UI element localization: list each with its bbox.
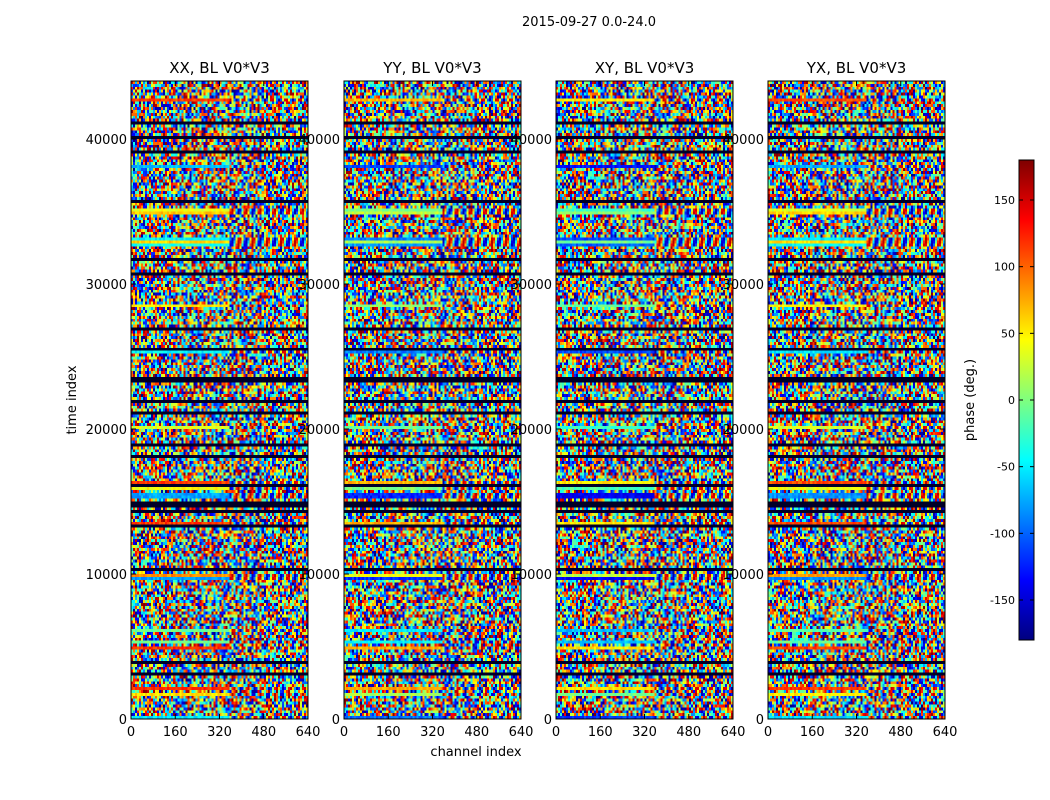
x-axis-label: channel index bbox=[430, 745, 521, 760]
y-tick-label: 10000 bbox=[86, 568, 127, 583]
y-tick-label: 20000 bbox=[511, 423, 552, 438]
y-tick-label: 10000 bbox=[299, 568, 340, 583]
heatmap-image bbox=[556, 81, 733, 719]
x-tick-label: 640 bbox=[721, 725, 746, 740]
x-tick-label: 0 bbox=[127, 725, 135, 740]
colorbar-tick-label: 0 bbox=[1008, 394, 1015, 407]
y-tick-label: 40000 bbox=[299, 133, 340, 148]
y-tick-label: 0 bbox=[756, 713, 764, 728]
heatmap-image bbox=[131, 81, 308, 719]
heatmap-image bbox=[768, 81, 945, 719]
x-tick-label: 640 bbox=[509, 725, 534, 740]
x-tick-label: 0 bbox=[764, 725, 772, 740]
y-tick-label: 30000 bbox=[86, 278, 127, 293]
x-tick-label: 640 bbox=[933, 725, 958, 740]
x-tick-label: 160 bbox=[163, 725, 188, 740]
colorbar-tick-label: 50 bbox=[1001, 327, 1015, 340]
x-tick-label: 320 bbox=[207, 725, 232, 740]
x-tick-label: 320 bbox=[844, 725, 869, 740]
panel-title: YX, BL V0*V3 bbox=[806, 59, 907, 77]
panel-title: YY, BL V0*V3 bbox=[382, 59, 481, 77]
colorbar-tick-label: 150 bbox=[994, 194, 1015, 207]
panel-title: XY, BL V0*V3 bbox=[595, 59, 695, 77]
x-tick-label: 160 bbox=[588, 725, 613, 740]
y-tick-label: 0 bbox=[332, 713, 340, 728]
heatmap-image bbox=[344, 81, 521, 719]
y-axis-label: time index bbox=[65, 365, 80, 434]
x-tick-label: 160 bbox=[800, 725, 825, 740]
y-tick-label: 0 bbox=[119, 713, 127, 728]
y-tick-label: 10000 bbox=[723, 568, 764, 583]
x-tick-label: 480 bbox=[464, 725, 489, 740]
y-tick-label: 20000 bbox=[723, 423, 764, 438]
y-tick-label: 40000 bbox=[723, 133, 764, 148]
panel-3: YX, BL V0*V3 0 160 320 480 640 0 10000 20000 3000… bbox=[723, 59, 958, 740]
x-tick-label: 480 bbox=[251, 725, 276, 740]
colorbar-label: phase (deg.) bbox=[963, 359, 978, 441]
y-tick-label: 30000 bbox=[723, 278, 764, 293]
panel-1: YY, BL V0*V3 0 160 320 480 640 0 10000 20000 3000… bbox=[299, 59, 534, 740]
colorbar-tick-label: -150 bbox=[990, 594, 1015, 607]
x-tick-label: 160 bbox=[376, 725, 401, 740]
panel-title: XX, BL V0*V3 bbox=[169, 59, 270, 77]
x-tick-label: 0 bbox=[340, 725, 348, 740]
x-tick-label: 320 bbox=[632, 725, 657, 740]
x-tick-label: 0 bbox=[552, 725, 560, 740]
y-tick-label: 40000 bbox=[511, 133, 552, 148]
colorbar-tick-label: -100 bbox=[990, 527, 1015, 540]
x-tick-label: 640 bbox=[296, 725, 321, 740]
x-tick-label: 320 bbox=[420, 725, 445, 740]
y-tick-label: 30000 bbox=[299, 278, 340, 293]
panels-group: XX, BL V0*V3 0 160 320 480 640 0 10000 20000 3000… bbox=[86, 59, 958, 740]
x-tick-label: 480 bbox=[676, 725, 701, 740]
colorbar-tick-label: 100 bbox=[994, 261, 1015, 274]
y-tick-label: 20000 bbox=[299, 423, 340, 438]
panel-2: XY, BL V0*V3 0 160 320 480 640 0 10000 20000 3000… bbox=[511, 59, 746, 740]
y-tick-label: 30000 bbox=[511, 278, 552, 293]
x-tick-label: 480 bbox=[888, 725, 913, 740]
y-tick-label: 10000 bbox=[511, 568, 552, 583]
y-tick-label: 20000 bbox=[86, 423, 127, 438]
colorbar-tick-label: -50 bbox=[997, 461, 1015, 474]
figure-suptitle: 2015-09-27 0.0-24.0 bbox=[522, 15, 656, 30]
colorbar: -150 -100 -50 0 50 100 150 bbox=[990, 159, 1035, 641]
panel-0: XX, BL V0*V3 0 160 320 480 640 0 10000 20000 3000… bbox=[86, 59, 321, 740]
y-tick-label: 0 bbox=[544, 713, 552, 728]
y-tick-label: 40000 bbox=[86, 133, 127, 148]
